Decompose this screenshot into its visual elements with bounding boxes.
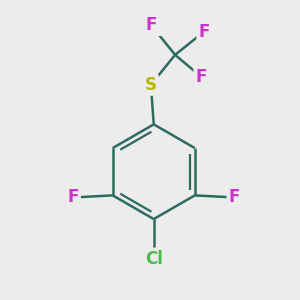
Text: F: F xyxy=(145,16,157,34)
Text: F: F xyxy=(68,188,79,206)
Text: F: F xyxy=(195,68,207,86)
Text: S: S xyxy=(145,76,157,94)
Text: F: F xyxy=(229,188,240,206)
Text: F: F xyxy=(198,23,210,41)
Text: Cl: Cl xyxy=(145,250,163,268)
